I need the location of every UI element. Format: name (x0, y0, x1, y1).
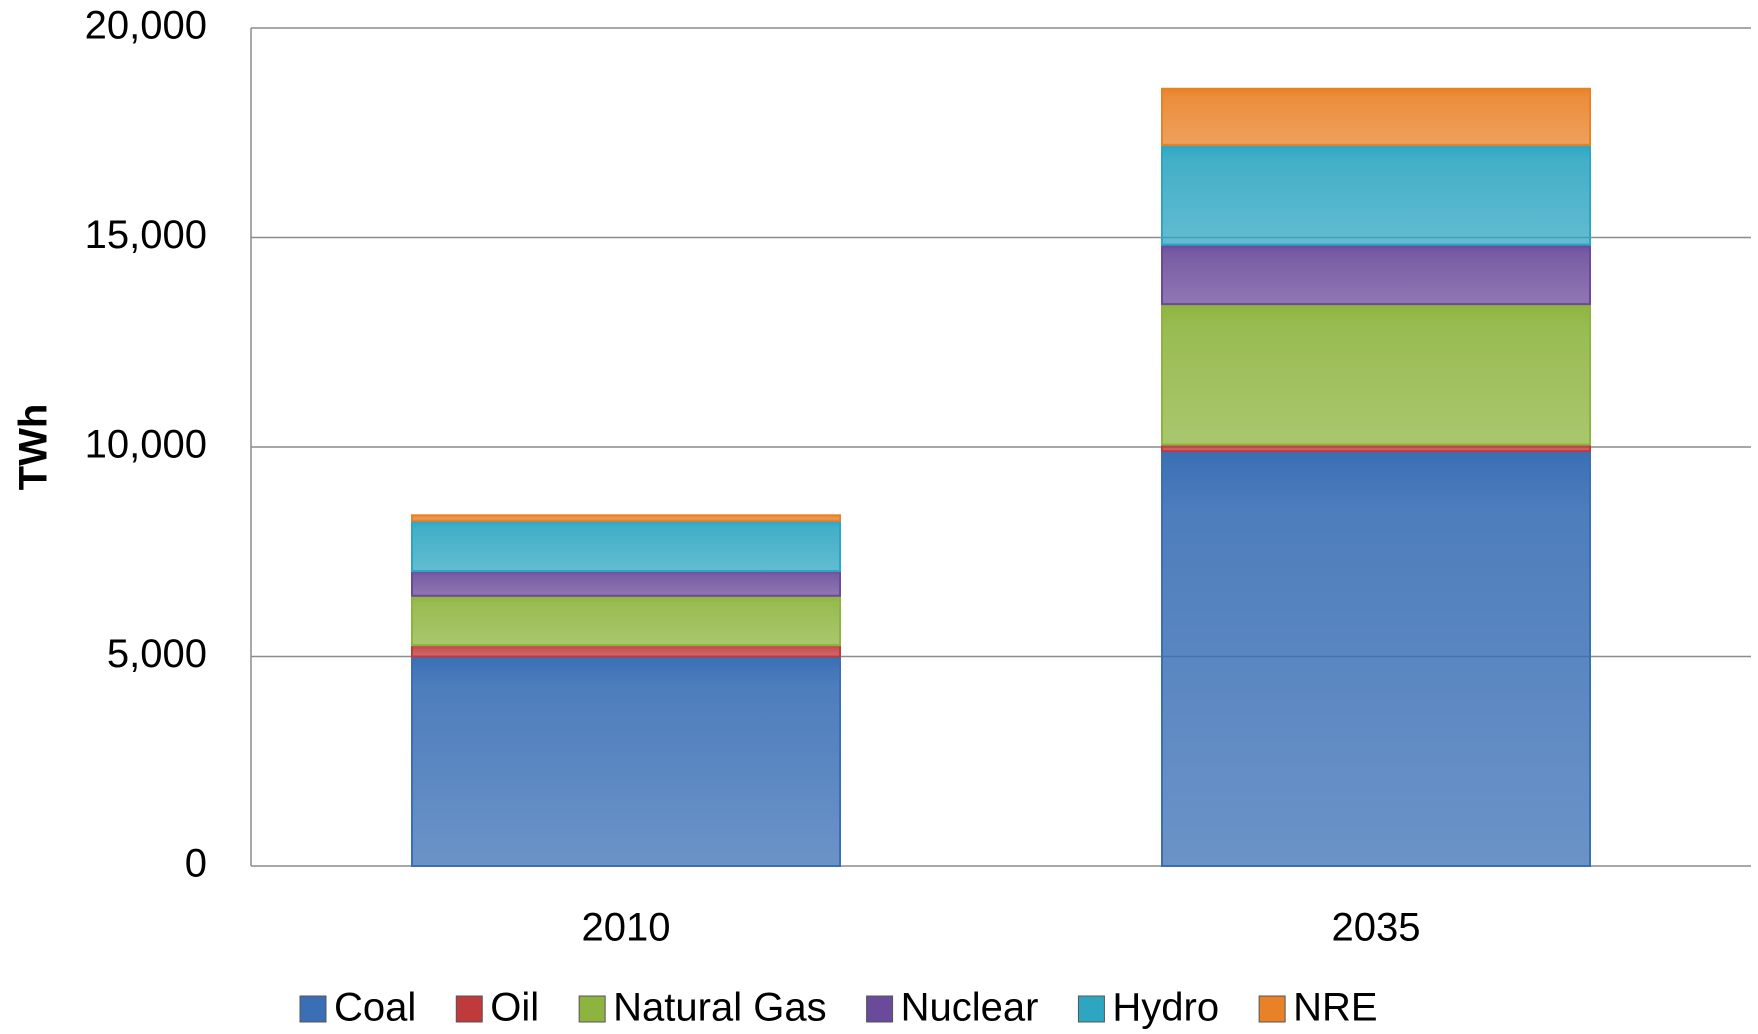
y-axis-label: TWh (12, 404, 56, 491)
bar-segment (1161, 243, 1591, 306)
legend-label: Hydro (1112, 986, 1219, 1030)
y-tick-label: 5,000 (107, 632, 207, 676)
bar-segment (411, 644, 841, 658)
bar-segment (1161, 303, 1591, 446)
legend-label: Coal (334, 986, 416, 1030)
legend-label: Natural Gas (613, 986, 826, 1030)
bar-segment (411, 594, 841, 647)
legend-label: Nuclear (901, 986, 1039, 1030)
legend-label: Oil (490, 986, 539, 1030)
y-tick-label: 15,000 (85, 213, 207, 257)
legend-swatch (455, 995, 483, 1023)
legend-swatch (1077, 995, 1105, 1023)
bar-segment (411, 514, 841, 522)
bar-segment (411, 519, 841, 573)
bar-segment (411, 655, 841, 867)
y-tick-label: 20,000 (85, 4, 207, 48)
y-tick-label: 0 (185, 842, 207, 886)
legend-swatch (1258, 995, 1286, 1023)
x-tick-label: 2010 (582, 906, 671, 950)
x-tick-label: 2035 (1332, 906, 1421, 950)
bar-segment (1161, 443, 1591, 453)
legend-swatch (866, 995, 894, 1023)
legend-label: NRE (1293, 986, 1377, 1030)
y-tick-label: 10,000 (85, 423, 207, 467)
bar-segment (411, 570, 841, 597)
bar-segment (1161, 87, 1591, 146)
legend-swatch (578, 995, 606, 1023)
legend-swatch (299, 995, 327, 1023)
bar-segment (1161, 143, 1591, 246)
bar-segment (1161, 450, 1591, 867)
